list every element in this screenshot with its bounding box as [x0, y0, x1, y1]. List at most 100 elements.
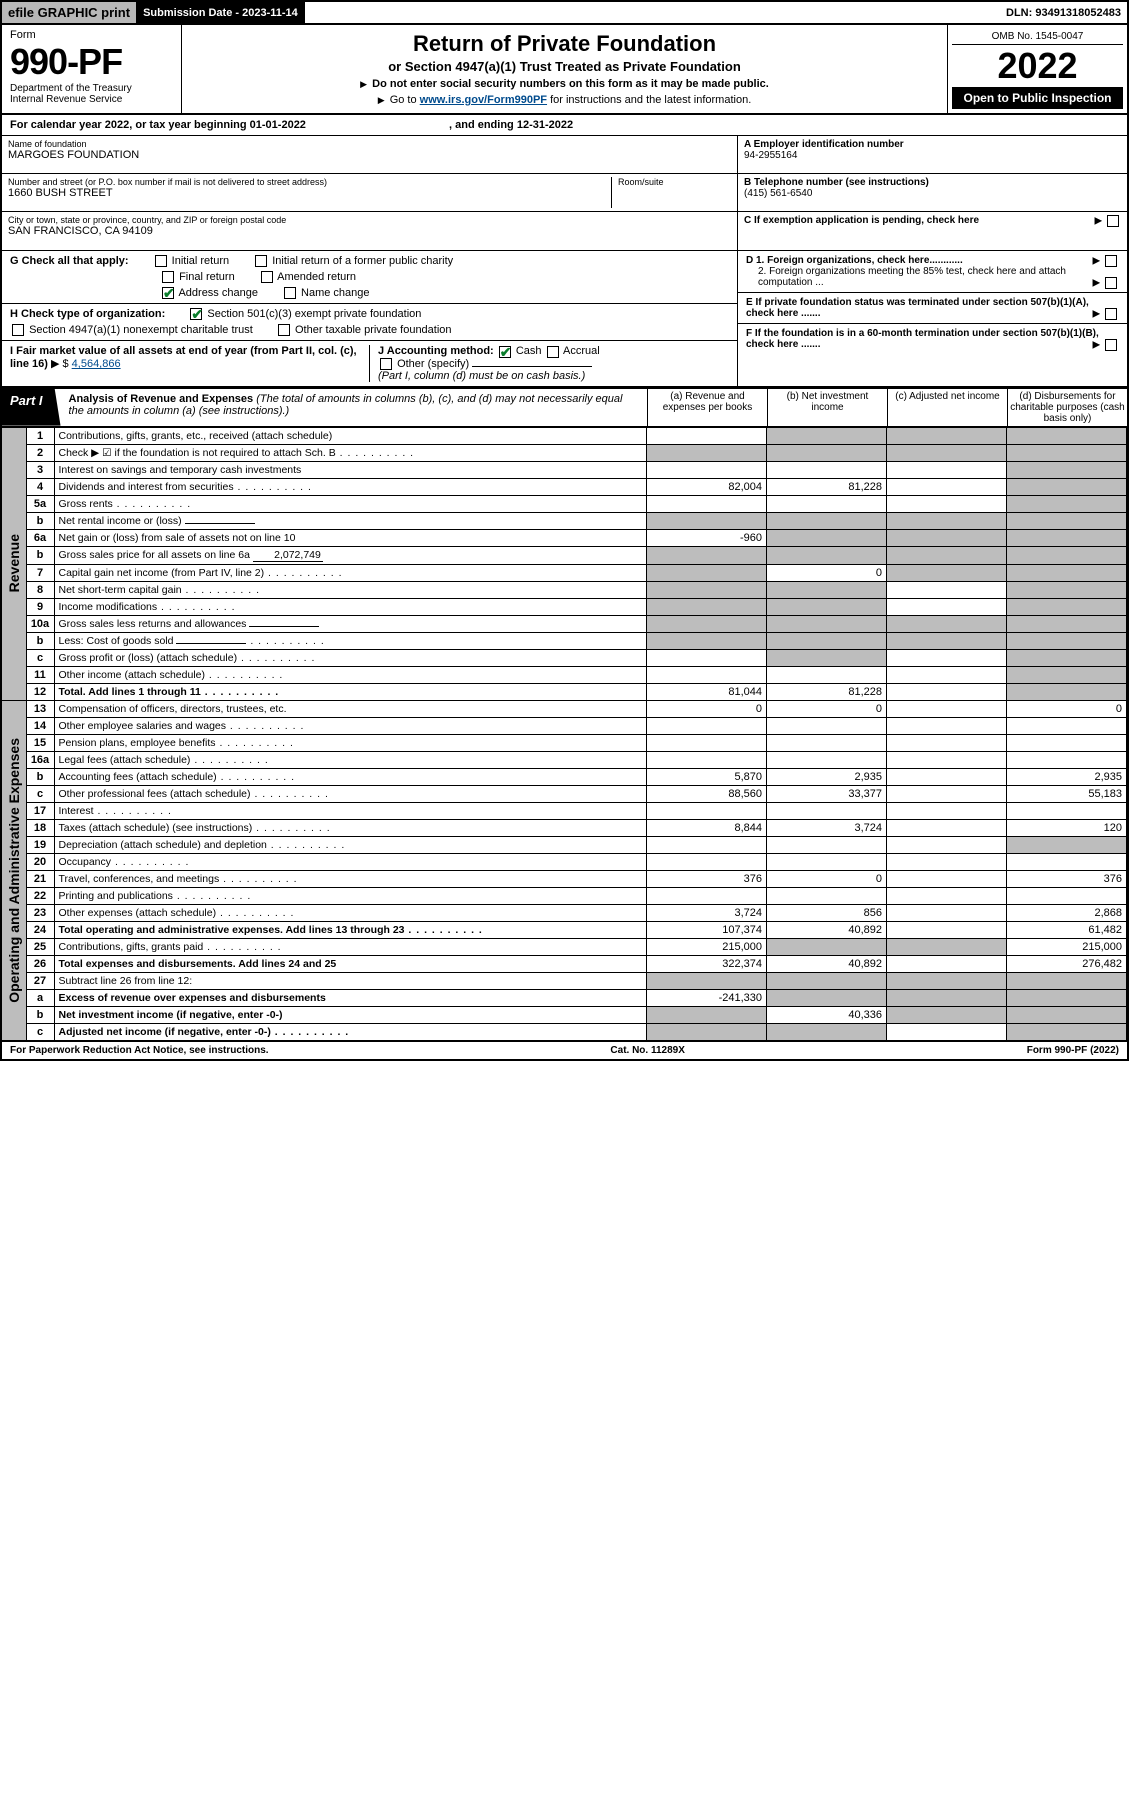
cal-end: 12-31-2022: [517, 119, 573, 131]
amount-cell-c: [887, 478, 1007, 495]
checkbox-initial-return[interactable]: [155, 255, 167, 267]
amount-cell-d: [1007, 478, 1127, 495]
line-label: Interest on savings and temporary cash i…: [54, 461, 647, 478]
checkbox-address-change[interactable]: [162, 287, 174, 299]
line-label: Contributions, gifts, grants paid: [54, 938, 647, 955]
amount-cell-a: 88,560: [647, 785, 767, 802]
amount-cell-a: 107,374: [647, 921, 767, 938]
checkbox-d2[interactable]: [1105, 277, 1117, 289]
amount-cell-c: [887, 972, 1007, 989]
line-label: Adjusted net income (if negative, enter …: [54, 1023, 647, 1040]
line-number: 7: [26, 564, 54, 581]
amount-cell-b: [767, 444, 887, 461]
amount-cell-a: [647, 546, 767, 564]
checkbox-d1[interactable]: [1105, 255, 1117, 267]
line-label: Total expenses and disbursements. Add li…: [54, 955, 647, 972]
col-d-header: (d) Disbursements for charitable purpose…: [1007, 389, 1127, 426]
amount-cell-a: [647, 649, 767, 666]
amount-cell-c: [887, 955, 1007, 972]
checkbox-final-return[interactable]: [162, 271, 174, 283]
table-row: 15Pension plans, employee benefits: [2, 734, 1127, 751]
amount-cell-c: [887, 444, 1007, 461]
efile-print-button[interactable]: efile GRAPHIC print: [2, 2, 137, 23]
fmv-link[interactable]: 4,564,866: [72, 358, 121, 370]
table-row: bLess: Cost of goods sold: [2, 632, 1127, 649]
checkbox-cash[interactable]: [499, 346, 511, 358]
checkbox-accrual[interactable]: [547, 346, 559, 358]
amount-cell-c: [887, 700, 1007, 717]
amount-cell-a: 376: [647, 870, 767, 887]
amount-cell-d: 2,868: [1007, 904, 1127, 921]
amount-cell-a: 322,374: [647, 955, 767, 972]
omb-number: OMB No. 1545-0047: [952, 29, 1123, 45]
amount-cell-a: [647, 717, 767, 734]
amount-cell-a: [647, 972, 767, 989]
table-row: Operating and Administrative Expenses13C…: [2, 700, 1127, 717]
amount-cell-c: [887, 598, 1007, 615]
checkbox-e[interactable]: [1105, 308, 1117, 320]
amount-cell-b: 33,377: [767, 785, 887, 802]
amount-cell-b: [767, 734, 887, 751]
table-row: 17Interest: [2, 802, 1127, 819]
footer-right: Form 990-PF (2022): [1027, 1045, 1119, 1056]
amount-cell-a: 215,000: [647, 938, 767, 955]
amount-cell-a: [647, 1023, 767, 1040]
line-number: 12: [26, 683, 54, 700]
checkbox-501c3[interactable]: [190, 308, 202, 320]
j-other: Other (specify): [397, 358, 469, 370]
h-opt-3: Other taxable private foundation: [295, 324, 452, 336]
amount-cell-c: [887, 427, 1007, 444]
amount-cell-d: [1007, 836, 1127, 853]
line-number: 5a: [26, 495, 54, 512]
amount-cell-a: [647, 853, 767, 870]
expenses-side-label: Operating and Administrative Expenses: [6, 738, 22, 1003]
line-label: Taxes (attach schedule) (see instruction…: [54, 819, 647, 836]
checkbox-f[interactable]: [1105, 339, 1117, 351]
amount-cell-d: 2,935: [1007, 768, 1127, 785]
g-opt-0: Initial return: [172, 255, 229, 267]
checkbox-4947[interactable]: [12, 324, 24, 336]
calendar-year-line: For calendar year 2022, or tax year begi…: [2, 115, 1127, 136]
instructions-link[interactable]: www.irs.gov/Form990PF: [420, 94, 547, 106]
amount-cell-a: 81,044: [647, 683, 767, 700]
j-note: (Part I, column (d) must be on cash basi…: [378, 370, 729, 382]
checkbox-other-taxable[interactable]: [278, 324, 290, 336]
amount-cell-a: [647, 427, 767, 444]
table-row: 24Total operating and administrative exp…: [2, 921, 1127, 938]
line-number: a: [26, 989, 54, 1006]
amount-cell-d: [1007, 495, 1127, 512]
checkbox-c[interactable]: [1107, 215, 1119, 227]
amount-cell-c: [887, 546, 1007, 564]
table-row: 26Total expenses and disbursements. Add …: [2, 955, 1127, 972]
amount-cell-a: [647, 887, 767, 904]
amount-cell-d: [1007, 989, 1127, 1006]
checkbox-name-change[interactable]: [284, 287, 296, 299]
table-row: bAccounting fees (attach schedule)5,8702…: [2, 768, 1127, 785]
table-row: 6aNet gain or (loss) from sale of assets…: [2, 529, 1127, 546]
ein-label: A Employer identification number: [744, 139, 1121, 150]
amount-cell-b: 40,892: [767, 921, 887, 938]
amount-cell-a: [647, 495, 767, 512]
checkbox-other-method[interactable]: [380, 358, 392, 370]
amount-cell-c: [887, 734, 1007, 751]
line-number: b: [26, 632, 54, 649]
street-address: 1660 BUSH STREET: [8, 187, 611, 199]
h-opt-1: Section 501(c)(3) exempt private foundat…: [207, 308, 421, 320]
form-title: Return of Private Foundation: [192, 31, 937, 57]
amount-cell-c: [887, 495, 1007, 512]
line-label: Accounting fees (attach schedule): [54, 768, 647, 785]
checkbox-amended[interactable]: [261, 271, 273, 283]
amount-cell-c: [887, 649, 1007, 666]
line-number: 24: [26, 921, 54, 938]
i-label: I Fair market value of all assets at end…: [10, 345, 357, 370]
amount-cell-a: [647, 444, 767, 461]
amount-cell-b: [767, 666, 887, 683]
checkbox-initial-former[interactable]: [255, 255, 267, 267]
line-number: 27: [26, 972, 54, 989]
page-footer: For Paperwork Reduction Act Notice, see …: [2, 1041, 1127, 1059]
amount-cell-b: [767, 546, 887, 564]
part-1-header: Part I Analysis of Revenue and Expenses …: [2, 387, 1127, 427]
amount-cell-d: [1007, 717, 1127, 734]
line-label: Other income (attach schedule): [54, 666, 647, 683]
line-label: Depreciation (attach schedule) and deple…: [54, 836, 647, 853]
